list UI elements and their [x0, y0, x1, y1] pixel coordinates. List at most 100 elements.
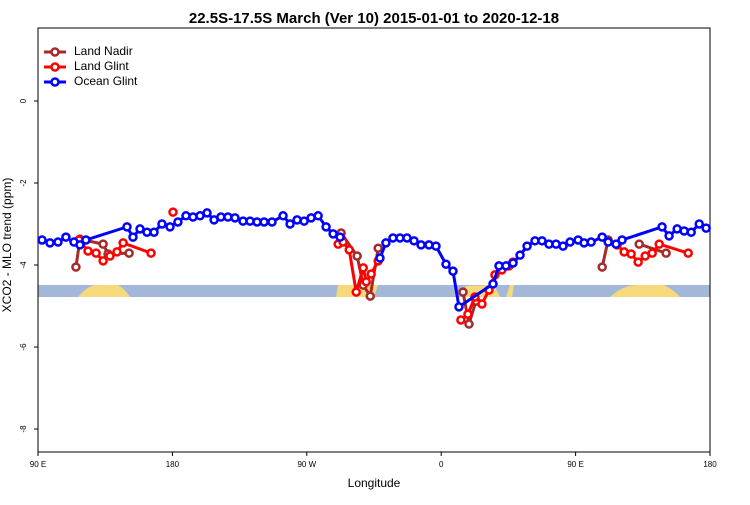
data-point [105, 251, 115, 261]
data-point [381, 238, 391, 248]
data-point [448, 266, 458, 276]
data-point [586, 237, 596, 247]
data-point [230, 213, 240, 223]
data-point [358, 263, 368, 273]
y-axis-label: XCO2 - MLO trend (ppm) [0, 178, 14, 313]
data-point [146, 248, 156, 258]
x-tick-label: 0 [439, 460, 444, 469]
data-point [202, 208, 212, 218]
y-tick-label: -4 [19, 261, 28, 269]
data-point [647, 248, 657, 258]
data-point [431, 241, 441, 251]
data-point [597, 232, 607, 242]
legend-marker [50, 62, 60, 72]
data-point [537, 236, 547, 246]
data-point [694, 219, 704, 229]
data-point [81, 235, 91, 245]
x-tick-label: 180 [166, 460, 180, 469]
data-point [701, 223, 711, 233]
data-point [375, 253, 385, 263]
data-point [633, 257, 643, 267]
data-point [634, 239, 644, 249]
data-point [463, 309, 473, 319]
data-point [409, 236, 419, 246]
data-point [611, 239, 621, 249]
surface-strip [38, 284, 710, 297]
data-point [683, 248, 693, 258]
data-point [91, 248, 101, 258]
data-point [617, 235, 627, 245]
y-tick-label: -8 [19, 425, 28, 433]
data-point [285, 219, 295, 229]
data-point [53, 237, 63, 247]
data-point [37, 235, 47, 245]
x-tick-label: 90 W [297, 460, 316, 469]
x-tick-label: 90 E [567, 460, 583, 469]
data-point [259, 217, 269, 227]
data-point [661, 248, 671, 258]
data-point [98, 239, 108, 249]
data-point [416, 240, 426, 250]
data-point [71, 262, 81, 272]
data-point [365, 291, 376, 301]
data-point [118, 238, 128, 248]
data-point [558, 241, 568, 251]
data-point [488, 279, 498, 289]
data-point [361, 277, 371, 287]
data-point [278, 211, 288, 221]
data-point [135, 224, 145, 234]
legend-marker [50, 47, 60, 57]
data-point [122, 222, 132, 232]
data-point [83, 246, 93, 256]
data-point [657, 222, 667, 232]
x-tick-label: 90 E [30, 460, 46, 469]
data-point [597, 262, 607, 272]
x-tick-label: 180 [703, 460, 717, 469]
data-point [373, 243, 383, 253]
data-point [112, 247, 122, 257]
data-point [75, 240, 85, 250]
y-tick-label: -6 [19, 343, 28, 351]
data-point [98, 256, 108, 266]
legend-label: Land Nadir [74, 44, 133, 58]
data-point [321, 222, 331, 232]
data-point [456, 315, 466, 325]
data-point [626, 249, 636, 259]
y-tick-label: -2 [19, 179, 28, 187]
land-strip [78, 284, 130, 297]
data-point [45, 238, 55, 248]
data-point [267, 217, 277, 227]
data-point [351, 287, 361, 297]
data-point [522, 241, 532, 251]
legend-marker [50, 77, 60, 87]
data-point [128, 232, 138, 242]
data-point [477, 299, 487, 309]
land-strip [610, 284, 680, 297]
data-point [299, 216, 309, 226]
legend-label: Ocean Glint [74, 74, 138, 88]
data-point [124, 248, 134, 258]
data-point [686, 227, 696, 237]
data-point [508, 258, 518, 268]
data-point [454, 302, 464, 312]
data-point [654, 239, 664, 249]
data-point [366, 269, 376, 279]
legend-label: Land Glint [74, 59, 129, 73]
y-tick-label: 0 [19, 98, 28, 103]
data-point [335, 232, 345, 242]
data-point [565, 237, 575, 247]
data-point [168, 207, 178, 217]
data-point [603, 237, 613, 247]
data-point [664, 231, 674, 241]
data-point [165, 222, 175, 232]
x-axis-label: Longitude [348, 476, 401, 490]
chart-title: 22.5S-17.5S March (Ver 10) 2015-01-01 to… [189, 10, 559, 27]
data-point [313, 211, 323, 221]
data-point [515, 250, 525, 260]
data-point [464, 319, 474, 329]
data-point [328, 229, 338, 239]
data-point [458, 287, 468, 297]
data-point [344, 245, 354, 255]
data-point [149, 227, 159, 237]
